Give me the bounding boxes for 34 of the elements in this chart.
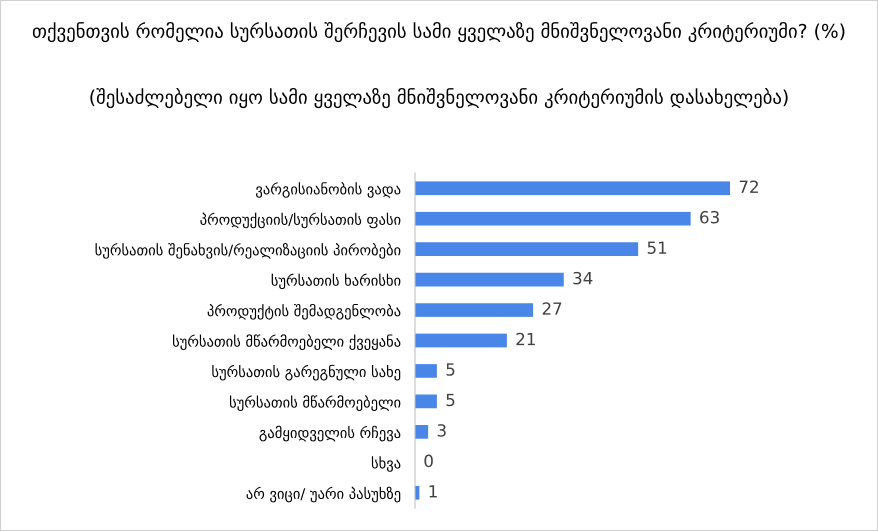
data-label: 27 [542, 302, 562, 315]
chart-title: თქვენთვის რომელია სურსათის შერჩევის სამი ყველაზე მნიშვნელოვანი კრიტერიუმი? (%) [32, 22, 844, 42]
bar [415, 181, 730, 196]
data-label: 3 [438, 424, 446, 437]
data-label: 21 [516, 332, 535, 346]
data-label: 63 [700, 210, 719, 224]
data-label: 5 [446, 394, 454, 406]
y-tick-label: სურსათის გარეგნული სახე [212, 364, 400, 380]
y-tick-label: სურსათის შენახვის/რეალიზაციის პირობები [96, 243, 400, 259]
y-tick-label: გამყიდველის რჩევა [260, 426, 400, 442]
y-tick-label: სურსათის მწარმოებელი ქვეყანა [173, 334, 400, 350]
y-tick-label: ვარგისიანობის ვადა [256, 182, 400, 198]
bar [415, 486, 420, 500]
chart-subtitle: (შესაძლებელი იყო სამი ყველაზე მნიშვნელოვანი კრიტერიუმის დასახელება) [90, 88, 788, 108]
bar [415, 212, 691, 226]
y-tick-label: სურსათის მწარმოებელი [230, 395, 400, 411]
data-label: 1 [430, 485, 437, 498]
y-tick-label: პროდუქციის/სურსათის ფასი [200, 212, 400, 228]
data-label: 34 [573, 272, 592, 284]
bar [415, 272, 564, 286]
y-tick-label: სხვა [372, 456, 400, 472]
data-label: 5 [446, 363, 454, 376]
y-tick-label: სურსათის ხარისხი [272, 274, 400, 290]
data-label: 51 [648, 242, 666, 254]
y-tick-label: არ ვიცი/ უარი პასუხზე [246, 486, 400, 502]
data-label: 0 [424, 454, 433, 468]
bar [415, 334, 507, 348]
data-label: 72 [740, 180, 758, 193]
bar [415, 425, 428, 439]
bar [415, 303, 534, 317]
bar [415, 394, 437, 408]
y-tick-label: პროდუქტის შემადგენლობა [208, 304, 400, 320]
bar [415, 242, 638, 256]
bar [415, 364, 437, 378]
